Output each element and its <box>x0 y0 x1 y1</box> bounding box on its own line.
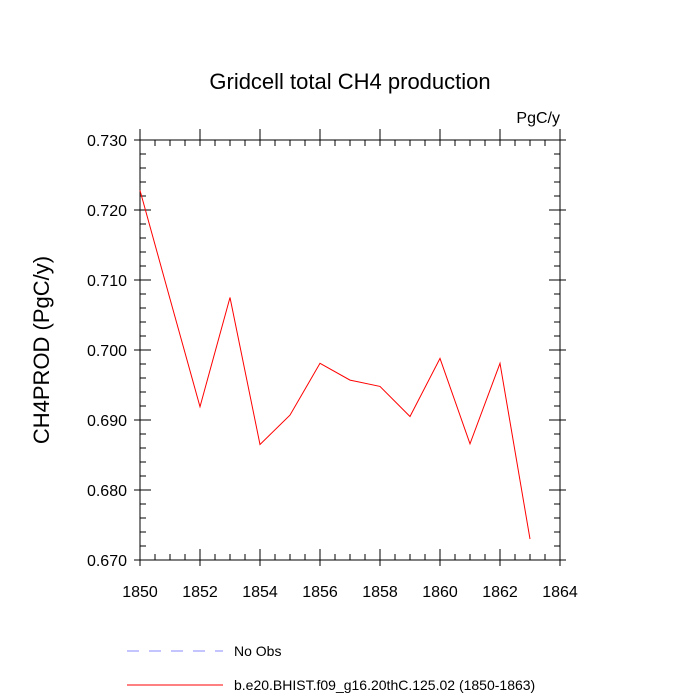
y-tick-label: 0.710 <box>87 273 127 290</box>
x-tick-label: 1854 <box>242 584 278 601</box>
y-tick-label: 0.680 <box>87 483 127 500</box>
y-tick-label: 0.730 <box>87 133 127 150</box>
x-tick-label: 1862 <box>482 584 518 601</box>
series-layer <box>139 190 531 540</box>
legend: No Obs b.e20.BHIST.f09_g16.20thC.125.02 … <box>127 643 535 693</box>
y-axis-label: CH4PROD (PgC/y) <box>29 256 54 444</box>
x-axis-ticks: 1850 1852 1854 1856 1858 1860 1862 1864 <box>122 129 578 601</box>
x-tick-label: 1864 <box>542 584 578 601</box>
minor-ticks <box>140 140 560 560</box>
plot-frame <box>139 139 561 561</box>
y-axis-ticks: 0.670 0.680 0.690 0.700 0.710 0.720 0.730 <box>87 133 566 570</box>
series-line <box>139 190 531 540</box>
units-label: PgC/y <box>516 110 560 127</box>
y-tick-label: 0.700 <box>87 343 127 360</box>
y-tick-label: 0.670 <box>87 553 127 570</box>
y-tick-label: 0.690 <box>87 413 127 430</box>
x-tick-label: 1850 <box>122 584 158 601</box>
legend-label-model: b.e20.BHIST.f09_g16.20thC.125.02 (1850-1… <box>234 677 535 693</box>
legend-label-no-obs: No Obs <box>234 643 281 659</box>
y-tick-label: 0.720 <box>87 203 127 220</box>
x-tick-label: 1856 <box>302 584 338 601</box>
x-tick-label: 1858 <box>362 584 398 601</box>
x-tick-label: 1860 <box>422 584 458 601</box>
chart-title: Gridcell total CH4 production <box>209 69 490 94</box>
x-tick-label: 1852 <box>182 584 218 601</box>
